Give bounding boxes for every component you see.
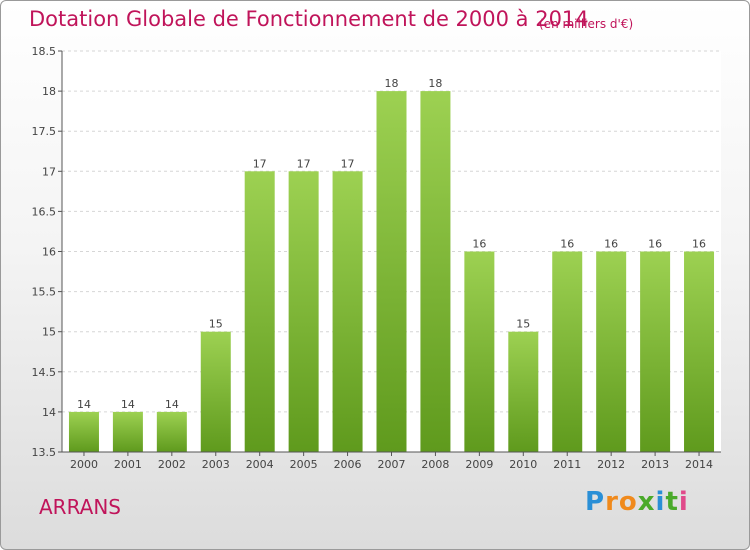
y-tick-label: 13.5: [32, 446, 57, 459]
bar-value-label: 16: [604, 238, 618, 251]
bar-2013: [640, 251, 671, 452]
bar-2004: [244, 171, 275, 453]
x-tick-label: 2003: [202, 458, 230, 471]
y-tick-label: 15: [42, 326, 56, 339]
bar-2007: [376, 91, 407, 452]
x-tick-label: 2008: [421, 458, 449, 471]
bar-value-label: 15: [209, 318, 223, 331]
y-tick-label: 17: [42, 165, 56, 178]
logo-letter: i: [678, 487, 689, 517]
x-tick-label: 2002: [158, 458, 186, 471]
x-tick-label: 2013: [641, 458, 669, 471]
x-tick-label: 2000: [70, 458, 98, 471]
y-tick-label: 15.5: [32, 286, 57, 299]
bar-2005: [288, 171, 319, 453]
chart-subtitle: (en milliers d'€): [539, 17, 634, 31]
logo-letter: o: [618, 487, 638, 517]
bar-value-label: 18: [385, 77, 399, 90]
chart-title: Dotation Globale de Fonctionnement de 20…: [29, 7, 589, 31]
logo-letter: x: [637, 487, 656, 517]
bar-2000: [68, 411, 99, 452]
bar-value-label: 17: [297, 157, 311, 170]
bar-2008: [420, 91, 451, 452]
x-tick-label: 2012: [597, 458, 625, 471]
x-tick-label: 2005: [290, 458, 318, 471]
x-tick-label: 2014: [685, 458, 713, 471]
bar-2003: [200, 331, 231, 452]
x-tick-label: 2007: [378, 458, 406, 471]
y-tick-label: 18.5: [32, 45, 57, 58]
x-tick-label: 2006: [334, 458, 362, 471]
logo-letter: P: [585, 487, 606, 517]
bar-value-label: 17: [341, 157, 355, 170]
proxiti-logo: Proxiti: [585, 487, 689, 517]
bar-value-label: 14: [77, 398, 91, 411]
bar-value-label: 14: [165, 398, 179, 411]
y-tick-label: 18: [42, 85, 56, 98]
bar-2012: [596, 251, 627, 452]
bar-value-label: 17: [253, 157, 267, 170]
bar-2002: [156, 411, 187, 452]
bar-value-label: 16: [692, 238, 706, 251]
bar-value-label: 16: [648, 238, 662, 251]
x-tick-label: 2011: [553, 458, 581, 471]
x-tick-label: 2004: [246, 458, 274, 471]
bar-value-label: 16: [472, 238, 486, 251]
y-tick-label: 16.5: [32, 205, 57, 218]
bar-2010: [508, 331, 539, 452]
x-tick-label: 2001: [114, 458, 142, 471]
bar-2001: [112, 411, 143, 452]
x-tick-label: 2009: [465, 458, 493, 471]
bar-2009: [464, 251, 495, 452]
bar-2011: [552, 251, 583, 452]
logo-letter: t: [665, 487, 679, 517]
bar-value-label: 16: [560, 238, 574, 251]
bar-value-label: 18: [428, 77, 442, 90]
bar-2014: [684, 251, 715, 452]
logo-letter: r: [605, 487, 619, 517]
y-tick-label: 16: [42, 246, 56, 259]
y-tick-label: 14.5: [32, 366, 57, 379]
x-tick-label: 2010: [509, 458, 537, 471]
bar-2006: [332, 171, 363, 453]
place-name: ARRANS: [39, 495, 122, 519]
bar-value-label: 15: [516, 318, 530, 331]
y-tick-label: 14: [42, 406, 56, 419]
y-tick-label: 17.5: [32, 125, 57, 138]
bar-value-label: 14: [121, 398, 135, 411]
logo-letter: i: [655, 487, 666, 517]
